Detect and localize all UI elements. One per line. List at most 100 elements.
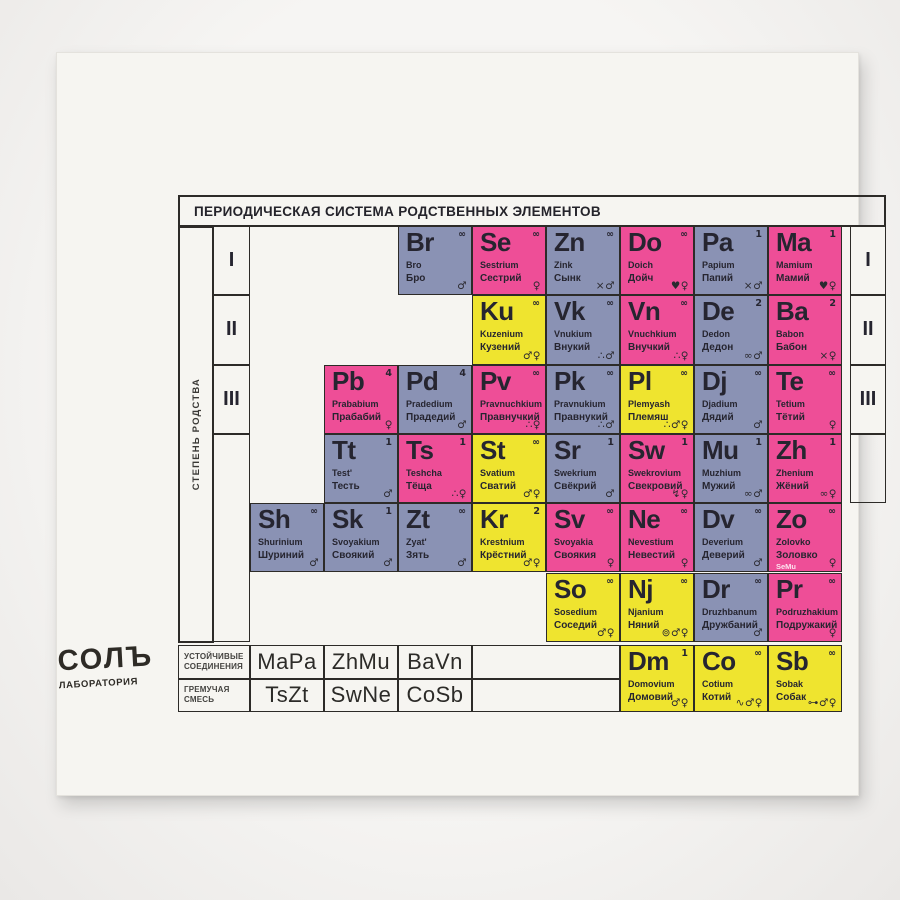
wedding-rings-icon female-icon: ∞♀: [819, 488, 837, 501]
element-symbol: Ku: [480, 296, 514, 327]
male-icon: ♂: [457, 418, 467, 431]
hearts-icon female-icon: ♥♀: [818, 280, 837, 293]
element-symbol: Ba: [776, 296, 809, 327]
element-symbol: Sb: [776, 646, 809, 676]
offspring-icon female-icon: ∴♀: [451, 488, 467, 501]
element-mass: ∞: [680, 298, 688, 310]
element-symbol: Vk: [554, 296, 585, 327]
element-mass: ∞: [754, 648, 762, 659]
element-latin-name: Kuzenium: [480, 329, 524, 340]
compound-ZhMu: ZhMu: [324, 645, 398, 679]
element-russian-name: Домовий: [628, 692, 674, 703]
compound-BaVn: BaVn: [398, 645, 472, 679]
offspring-icon male-icon: ∴♂: [597, 349, 615, 362]
element-russian-name: Прабабий: [332, 411, 382, 423]
element-russian-name: Соседий: [554, 619, 597, 631]
element-Nj: Nj ∞ Njanium Няний ⊚♂♀: [620, 572, 694, 642]
element-mass: 1: [829, 436, 836, 448]
element-mass: 1: [755, 229, 762, 240]
male-icon: ♂: [383, 488, 393, 501]
element-latin-name: Vnukium: [554, 329, 593, 340]
male-icon female-icon: ♂♀: [670, 697, 689, 709]
element-mass: 4: [459, 367, 466, 379]
element-mass: ∞: [310, 506, 318, 518]
element-mass: ∞: [606, 367, 614, 379]
male-icon female-icon: ♂♀: [522, 557, 541, 570]
element-Zo: Zo ∞ Zolovko Золовко SeMu ♀: [768, 503, 842, 573]
element-russian-name: Шуриний: [258, 550, 305, 562]
element-Te: Te ∞ Tetium Тётий ♀: [768, 364, 842, 434]
element-latin-name: Svoyakia: [554, 537, 594, 548]
element-symbol: Dr: [702, 573, 730, 604]
element-mass: ∞: [606, 229, 614, 240]
male-icon: ♂: [309, 557, 319, 570]
element-russian-name: Свёкрий: [554, 480, 597, 492]
male-icon: ♂: [605, 488, 615, 501]
element-latin-name: Svatium: [480, 467, 516, 478]
legend-label: УСТОЙЧИВЫЕ СОЕДИНЕНИЯ: [178, 645, 250, 679]
male-icon female-icon: ♂♀: [596, 626, 615, 639]
element-mass: ∞: [606, 506, 614, 518]
element-Vn: Vn ∞ Vnuchkium Внучкий ∴♀: [620, 295, 694, 365]
element-symbol: Dv: [702, 504, 735, 535]
offspring-icon female-icon: ∴♀: [673, 349, 689, 362]
element-note: SeMu: [776, 562, 797, 572]
element-symbol: Sh: [258, 504, 291, 535]
element-symbol: Pl: [628, 365, 652, 396]
element-symbol: Tt: [332, 434, 356, 465]
element-latin-name: Swekrovium: [628, 467, 682, 478]
element-mass: ∞: [680, 367, 688, 379]
element-mass: 1: [755, 436, 762, 448]
element-russian-name: Свекровий: [628, 480, 683, 492]
element-mass: 4: [385, 367, 392, 379]
element-latin-name: Prababium: [332, 398, 379, 409]
element-symbol: Te: [776, 365, 804, 396]
crossed-tools-icon male-icon: ×♂: [595, 280, 615, 293]
element-symbol: Sr: [554, 434, 581, 465]
element-latin-name: Nevestium: [628, 537, 674, 548]
element-russian-name: Внукий: [554, 342, 591, 354]
element-mass: 1: [607, 436, 614, 448]
element-symbol: Sk: [332, 504, 363, 535]
element-Kr: Kr 2 Krestnium Крёстний ♂♀: [472, 503, 546, 573]
male-icon: ♂: [383, 557, 393, 570]
element-latin-name: Mamium: [776, 260, 813, 270]
element-mass: ∞: [680, 575, 688, 587]
element-russian-name: Своякий: [332, 550, 375, 562]
element-symbol: Sw: [628, 434, 665, 465]
kinship-degree-axis: СТЕПЕНЬ РОДСТВА: [178, 226, 214, 643]
element-symbol: Zo: [776, 504, 807, 535]
element-russian-name: Своякия: [554, 550, 597, 562]
element-latin-name: Deverium: [702, 537, 744, 548]
element-Sb: Sb ∞ Sobak Собак ⊶♂♀: [768, 645, 842, 712]
element-mass: ∞: [680, 506, 688, 518]
legend-empty-cell: [472, 678, 620, 712]
element-latin-name: Domovium: [628, 679, 675, 689]
element-mass: ∞: [754, 506, 762, 518]
element-mass: ∞: [458, 229, 466, 240]
element-Do: Do ∞ Doich Дойч ♥♀: [620, 226, 694, 296]
element-latin-name: Svoyakium: [332, 537, 380, 548]
element-Zn: Zn ∞ Zink Сынк ×♂: [546, 226, 620, 296]
element-russian-name: Правнукий: [554, 411, 608, 423]
element-russian-name: Прадедий: [406, 411, 456, 423]
element-latin-name: Babon: [776, 329, 804, 340]
element-Mu: Mu 1 Muzhium Мужий ∞♂: [694, 433, 768, 504]
wedding-rings-icon male-icon: ∞♂: [743, 488, 763, 501]
element-Pl: Pl ∞ Plemyash Племяш ∴♂♀: [620, 364, 694, 434]
element-mass: 1: [385, 506, 392, 518]
element-mass: ∞: [828, 648, 836, 659]
male-icon: ♂: [753, 418, 763, 431]
element-russian-name: Деверий: [702, 550, 745, 562]
element-symbol: Br: [406, 227, 434, 257]
element-mass: ∞: [680, 229, 688, 240]
element-latin-name: Zink: [554, 260, 573, 270]
element-latin-name: Pravnukium: [554, 398, 606, 409]
female-icon: ♀: [828, 626, 837, 639]
element-latin-name: Sobak: [776, 679, 804, 689]
element-latin-name: Shurinium: [258, 537, 303, 548]
row-numeral-left-II: II: [213, 295, 250, 365]
element-symbol: Dm: [628, 646, 669, 676]
element-Vk: Vk ∞ Vnukium Внукий ∴♂: [546, 295, 620, 365]
